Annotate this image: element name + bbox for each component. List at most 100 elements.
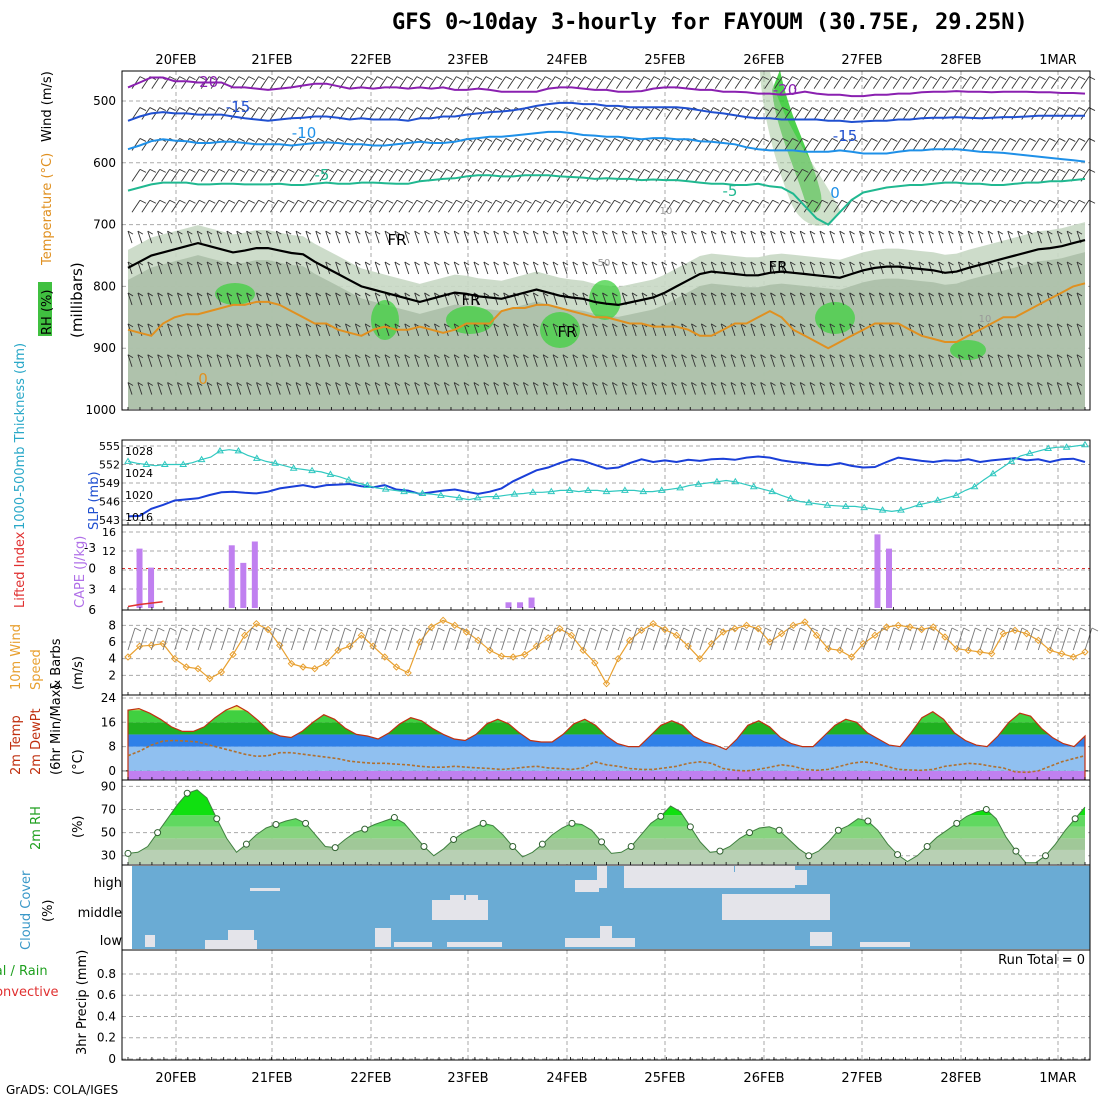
- wind-barb-flag: [809, 354, 816, 359]
- wind-barb: [295, 230, 301, 244]
- credit-text: GrADS: COLA/IGES: [6, 1083, 119, 1097]
- rh-moist-patch: [815, 302, 855, 334]
- rh-marker: [864, 817, 872, 825]
- wind-barb-flag: [958, 261, 964, 266]
- wind-barb-flag: [643, 76, 651, 81]
- wind-barb: [823, 169, 833, 182]
- wind-barb: [596, 107, 605, 120]
- wind-barb-flag: [819, 354, 826, 359]
- rh-marker: [331, 844, 339, 852]
- wind-barb: [335, 230, 341, 244]
- y-tick-precip: 0: [108, 1052, 116, 1066]
- wind-barb-10m-flag: [216, 627, 223, 632]
- wind-barb: [503, 323, 509, 336]
- wind-barb-flag: [256, 323, 262, 328]
- wind-barb-flag: [612, 323, 618, 328]
- wind-barb-flag: [661, 354, 668, 359]
- wind-barb: [457, 199, 467, 213]
- wind-speed-marker: [205, 674, 214, 683]
- wind-barb: [364, 382, 370, 395]
- wind-barb: [546, 107, 556, 120]
- wind-barb-flag: [928, 261, 934, 266]
- wind-barb-flag: [542, 230, 549, 235]
- wind-barb-flag: [525, 76, 532, 81]
- wind-barb: [374, 292, 380, 306]
- wind-barb-flag: [216, 230, 223, 235]
- wind-barb-flag: [1066, 323, 1073, 328]
- wind-barb-10m-flag: [449, 627, 457, 632]
- wind-barb: [447, 138, 457, 151]
- wind-barb: [740, 323, 746, 336]
- wind-barb: [305, 261, 311, 275]
- wind-barb-flag: [315, 354, 322, 359]
- wind-barb-flag: [693, 199, 700, 204]
- wind-barb: [971, 169, 981, 182]
- wind-barb-flag: [199, 168, 206, 173]
- wind-barb-flag: [396, 76, 404, 81]
- wind-barb: [447, 76, 457, 89]
- wind-speed-marker: [392, 663, 401, 671]
- wind-barb: [1066, 230, 1072, 244]
- wind-barb-flag: [592, 354, 598, 359]
- wind-barb-flag: [859, 230, 865, 235]
- wind-barb-flag: [416, 138, 423, 142]
- wind-barb-flag: [377, 168, 384, 173]
- wind-barb: [882, 199, 892, 213]
- wind-barb-flag: [831, 199, 839, 204]
- wind-barb: [957, 323, 963, 336]
- wind-barb-flag: [503, 261, 509, 266]
- wind-barb: [671, 382, 677, 395]
- wind-barb-flag: [829, 382, 836, 386]
- wind-barb-10m-flag: [158, 627, 165, 632]
- rh-marker: [627, 842, 635, 850]
- wind-barb: [305, 230, 311, 244]
- wind-barb-flag: [268, 138, 275, 142]
- wind-barb-flag: [394, 323, 401, 328]
- ylabel-temp2m: (°C): [71, 749, 86, 775]
- wind-barb: [671, 261, 677, 275]
- temp-line: [127, 704, 1086, 780]
- wind-barb: [384, 261, 390, 275]
- wind-barb-flag: [404, 354, 411, 359]
- wind-barb: [190, 199, 200, 213]
- wind-barb-flag: [812, 199, 819, 204]
- wind-barb-flag: [564, 138, 572, 142]
- wind-barb: [378, 199, 388, 213]
- wind-barb: [434, 323, 439, 336]
- wind-barb: [522, 292, 528, 306]
- wind-barb: [730, 230, 736, 244]
- wind-barb: [878, 323, 884, 336]
- wind-barb-flag: [228, 199, 236, 204]
- wind-barb: [279, 169, 289, 182]
- wind-barb-flag: [701, 323, 707, 328]
- wind-barb: [695, 76, 704, 89]
- wind-barb-flag: [258, 138, 265, 142]
- wind-barb-flag: [295, 230, 302, 235]
- wind-barb: [428, 76, 437, 89]
- wind-barb: [364, 292, 370, 306]
- wind-barb: [305, 323, 311, 336]
- wind-barb: [1076, 382, 1082, 395]
- wind-barb-flag: [1029, 168, 1036, 173]
- temp-band: [128, 746, 1085, 771]
- wind-barb-flag: [663, 199, 671, 204]
- thickness-marker: [510, 490, 519, 497]
- wind-barb-flag: [416, 76, 423, 81]
- cloud-block: [145, 935, 155, 947]
- wind-barb-flag: [147, 323, 154, 328]
- wind-barb-flag: [396, 168, 404, 173]
- wind-barb-flag: [888, 354, 895, 359]
- wind-barb-flag: [792, 199, 799, 204]
- wind-barb: [349, 76, 358, 89]
- x-tick-bottom: 28FEB: [940, 1071, 981, 1086]
- wind-barb: [898, 230, 904, 244]
- wind-barb-flag: [691, 323, 697, 328]
- wind-barb-10m-flag: [1033, 627, 1040, 632]
- wind-barb: [388, 107, 398, 120]
- wind-barb-flag: [1017, 230, 1023, 235]
- wind-barb-flag: [562, 261, 569, 266]
- cape-bar: [148, 567, 155, 608]
- wind-barb: [1056, 323, 1062, 336]
- wind-barb-flag: [535, 168, 542, 173]
- wind-barb-flag: [920, 107, 928, 111]
